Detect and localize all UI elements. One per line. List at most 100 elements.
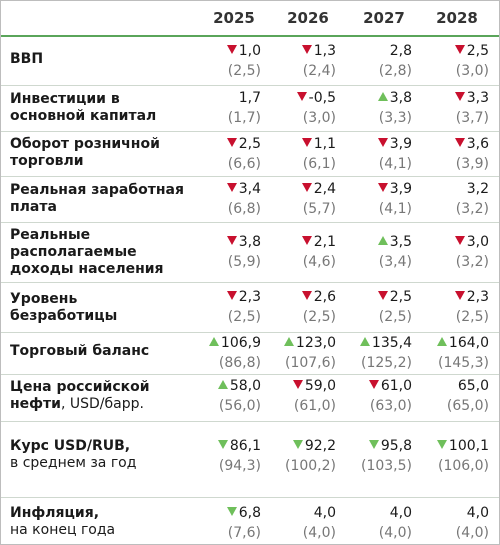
forecast-value: 59,0 — [266, 378, 336, 395]
indicator-label: Уровень безработицы — [10, 291, 185, 325]
table-row: Реальные располагаемые доходы населения 3… — [1, 222, 499, 283]
previous-forecast-value: (4,1) — [378, 201, 412, 217]
table-row: Реальная заработная плата 3,4 (6,8) 2,4 (5,7… — [1, 176, 499, 223]
forecast-value-text: 2,3 — [466, 289, 489, 305]
indicator-name: ВВП — [10, 51, 44, 67]
arrow-down-icon — [454, 92, 465, 101]
arrow-down-icon — [454, 291, 465, 300]
previous-forecast-value: (94,3) — [218, 458, 261, 474]
indicator-label: Реальная заработная плата — [10, 182, 185, 216]
arrow-down-icon — [368, 440, 379, 449]
arrow-up-icon — [283, 337, 294, 346]
forecast-value-text: 3,4 — [238, 181, 261, 197]
forecast-value-text: 2,6 — [313, 289, 336, 305]
value-cell-2028: 4,0 (4,0) — [419, 505, 489, 542]
arrow-up-icon — [377, 92, 388, 101]
forecast-value: 100,1 — [419, 438, 489, 455]
value-cell-2027: 3,8 (3,3) — [342, 90, 412, 127]
value-cell-2025: 1,0 (2,5) — [191, 43, 261, 80]
forecast-value-text: 2,1 — [313, 234, 336, 250]
arrow-down-icon — [368, 380, 379, 389]
indicator-unit: , USD/барр. — [60, 396, 144, 412]
previous-forecast-value: (4,6) — [302, 254, 336, 270]
forecast-value-text: 65,0 — [457, 378, 489, 394]
forecast-value: 3,9 — [342, 136, 412, 153]
table-row: Уровень безработицы 2,3 (2,5) 2,6 (2,5) 2,5 (2… — [1, 282, 499, 333]
table-row: Оборот розничной торговли 2,5 (6,6) 1,1 (6,1… — [1, 131, 499, 177]
forecast-value-text: 86,1 — [229, 438, 261, 454]
previous-forecast-value: (125,2) — [360, 355, 412, 371]
previous-forecast-value: (4,0) — [302, 525, 336, 541]
value-cell-2028: 3,2 (3,2) — [419, 181, 489, 218]
previous-forecast-value: (86,8) — [218, 355, 261, 371]
forecast-value-text: 3,8 — [238, 234, 261, 250]
forecast-value-text: 92,2 — [304, 438, 336, 454]
previous-forecast-value: (65,0) — [446, 398, 489, 414]
forecast-value-text: 2,8 — [389, 43, 412, 59]
previous-forecast-value: (6,8) — [227, 201, 261, 217]
forecast-value: 4,0 — [419, 505, 489, 522]
previous-forecast-value: (4,0) — [455, 525, 489, 541]
value-cell-2027: 95,8 (103,5) — [342, 438, 412, 475]
previous-forecast-value: (4,1) — [378, 156, 412, 172]
forecast-value: 2,8 — [342, 43, 412, 60]
forecast-value-text: 6,8 — [238, 505, 261, 521]
indicator-label: Реальные располагаемые доходы населения — [10, 227, 190, 278]
year-header-2028: 2028 — [436, 9, 478, 27]
forecast-value-text: 4,0 — [313, 505, 336, 521]
value-cell-2027: 3,5 (3,4) — [342, 234, 412, 271]
value-cell-2027: 2,8 (2,8) — [342, 43, 412, 80]
previous-forecast-value: (7,6) — [227, 525, 261, 541]
forecast-value-text: 3,9 — [389, 136, 412, 152]
indicator-name: Курс USD/RUB, — [10, 438, 131, 454]
previous-forecast-value: (107,6) — [284, 355, 336, 371]
value-cell-2027: 3,9 (4,1) — [342, 181, 412, 218]
forecast-value: 2,5 — [191, 136, 261, 153]
previous-forecast-value: (3,4) — [378, 254, 412, 270]
previous-forecast-value: (6,1) — [302, 156, 336, 172]
indicator-label: Цена российской нефти, USD/барр. — [10, 379, 185, 413]
value-cell-2025: 58,0 (56,0) — [191, 378, 261, 415]
forecast-value: 3,2 — [419, 181, 489, 198]
forecast-value: 2,3 — [191, 289, 261, 306]
forecast-value: 135,4 — [342, 335, 412, 352]
previous-forecast-value: (3,9) — [455, 156, 489, 172]
forecast-value: 3,4 — [191, 181, 261, 198]
value-cell-2028: 100,1 (106,0) — [419, 438, 489, 475]
indicator-name: Уровень безработицы — [10, 291, 118, 324]
forecast-value: 1,1 — [266, 136, 336, 153]
arrow-up-icon — [436, 337, 447, 346]
value-cell-2028: 2,5 (3,0) — [419, 43, 489, 80]
value-cell-2028: 3,0 (3,2) — [419, 234, 489, 271]
value-cell-2028: 65,0 (65,0) — [419, 378, 489, 415]
arrow-down-icon — [226, 183, 237, 192]
indicator-label: Торговый баланс — [10, 343, 185, 360]
arrow-down-icon — [454, 138, 465, 147]
forecast-value-text: 1,1 — [313, 136, 336, 152]
forecast-value: 1,0 — [191, 43, 261, 60]
forecast-value: 123,0 — [266, 335, 336, 352]
previous-forecast-value: (2,5) — [302, 309, 336, 325]
forecast-value: 58,0 — [191, 378, 261, 395]
value-cell-2025: 3,4 (6,8) — [191, 181, 261, 218]
forecast-value: 65,0 — [419, 378, 489, 395]
value-cell-2025: 3,8 (5,9) — [191, 234, 261, 271]
forecast-value-text: 95,8 — [380, 438, 412, 454]
forecast-value: 86,1 — [191, 438, 261, 455]
forecast-value: 3,3 — [419, 90, 489, 107]
indicator-unit: на конец года — [10, 522, 116, 538]
value-cell-2026: 4,0 (4,0) — [266, 505, 336, 542]
indicator-name: Инвестиции в основной капитал — [10, 91, 157, 124]
arrow-up-icon — [208, 337, 219, 346]
forecast-value: 95,8 — [342, 438, 412, 455]
arrow-down-icon — [292, 440, 303, 449]
forecast-value-text: 135,4 — [371, 335, 412, 351]
table-row: Цена российской нефти, USD/барр. 58,0 (56,… — [1, 374, 499, 422]
forecast-value: 3,8 — [342, 90, 412, 107]
forecast-value-text: 164,0 — [448, 335, 489, 351]
forecast-value: 1,3 — [266, 43, 336, 60]
previous-forecast-value: (2,5) — [455, 309, 489, 325]
indicator-name: Реальная заработная плата — [10, 182, 184, 215]
arrow-down-icon — [226, 291, 237, 300]
arrow-down-icon — [292, 380, 303, 389]
